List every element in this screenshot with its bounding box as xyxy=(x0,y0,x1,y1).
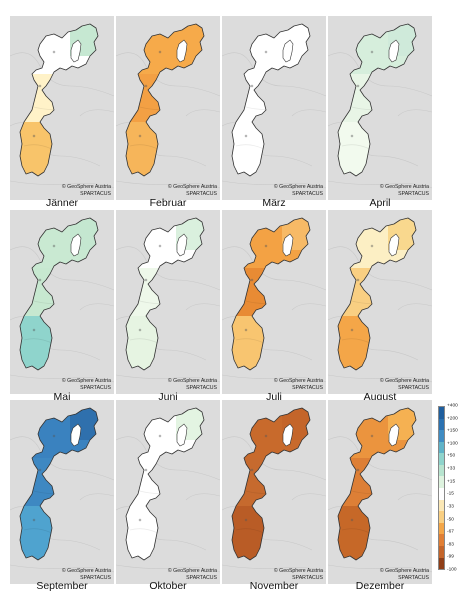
legend-swatch xyxy=(439,557,444,570)
legend-tick-label: +150 xyxy=(447,428,458,434)
color-legend: +400 +200 +150 +100 +50 +33 +15 -15 -33 -50 -67 -83… xyxy=(438,398,464,576)
month-label: Februar xyxy=(149,197,187,209)
legend-tick-label: -99 xyxy=(447,554,454,560)
month-label: April xyxy=(369,197,391,209)
credit-source: SPARTACUS xyxy=(398,191,429,197)
month-label: September xyxy=(36,580,88,592)
region-map xyxy=(222,210,326,394)
legend-tick-label: -15 xyxy=(447,491,454,497)
map-panel: © GeoSphere Austria SPARTACUS xyxy=(222,400,326,584)
credit-text: © GeoSphere Austria xyxy=(167,378,217,384)
map-panel: © GeoSphere Austria SPARTACUS xyxy=(222,16,326,200)
region-map xyxy=(116,16,220,200)
region-map xyxy=(116,210,220,394)
map-panel: © GeoSphere Austria SPARTACUS xyxy=(116,210,220,394)
map-panel: © GeoSphere Austria SPARTACUS xyxy=(328,210,432,394)
month-label: Oktober xyxy=(149,580,187,592)
legend-swatch xyxy=(439,407,444,419)
credit-text: © GeoSphere Austria xyxy=(379,184,429,190)
credit-source: SPARTACUS xyxy=(80,385,111,391)
legend-swatch xyxy=(439,476,444,489)
region-map xyxy=(328,400,432,584)
credit-source: SPARTACUS xyxy=(186,385,217,391)
legend-swatch xyxy=(439,418,444,431)
region-map xyxy=(116,400,220,584)
credit-source: SPARTACUS xyxy=(398,575,429,581)
region-map xyxy=(10,400,114,584)
legend-swatch xyxy=(439,522,444,535)
map-panel: © GeoSphere Austria SPARTACUS xyxy=(10,400,114,584)
month-label: März xyxy=(262,197,286,209)
credit-text: © GeoSphere Austria xyxy=(61,568,111,574)
legend-tick-label: +15 xyxy=(447,479,456,485)
credit-text: © GeoSphere Austria xyxy=(61,184,111,190)
region-map xyxy=(328,210,432,394)
credit-text: © GeoSphere Austria xyxy=(379,378,429,384)
region-map xyxy=(222,16,326,200)
credit-source: SPARTACUS xyxy=(292,385,323,391)
region-map xyxy=(222,400,326,584)
map-panel: © GeoSphere Austria SPARTACUS xyxy=(10,210,114,394)
map-panel: © GeoSphere Austria SPARTACUS xyxy=(328,16,432,200)
legend-swatch xyxy=(439,499,444,512)
credit-text: © GeoSphere Austria xyxy=(167,568,217,574)
credit-source: SPARTACUS xyxy=(80,191,111,197)
legend-tick-label: +100 xyxy=(447,441,458,447)
legend-swatch xyxy=(439,534,444,546)
legend-swatch xyxy=(439,453,444,465)
month-label: November xyxy=(249,580,299,592)
credit-source: SPARTACUS xyxy=(186,575,217,581)
map-panel: © GeoSphere Austria SPARTACUS xyxy=(116,400,220,584)
legend-swatch xyxy=(439,511,444,523)
credit-text: © GeoSphere Austria xyxy=(61,378,111,384)
legend-swatch xyxy=(439,464,444,477)
credit-text: © GeoSphere Austria xyxy=(273,568,323,574)
legend-swatch xyxy=(439,488,444,500)
credit-text: © GeoSphere Austria xyxy=(379,568,429,574)
legend-swatch xyxy=(439,430,444,442)
map-panel: © GeoSphere Austria SPARTACUS xyxy=(116,16,220,200)
month-label: Dezember xyxy=(355,580,405,592)
legend-tick-label: +400 xyxy=(447,403,458,409)
credit-text: © GeoSphere Austria xyxy=(273,378,323,384)
region-map xyxy=(328,16,432,200)
legend-tick-label: +33 xyxy=(447,466,456,472)
legend-tick-label: -83 xyxy=(447,542,454,548)
legend-swatch xyxy=(439,545,444,558)
legend-tick-label: -33 xyxy=(447,504,454,510)
map-panel: © GeoSphere Austria SPARTACUS xyxy=(222,210,326,394)
legend-tick-label: -100 xyxy=(447,567,457,573)
credit-source: SPARTACUS xyxy=(292,575,323,581)
credit-text: © GeoSphere Austria xyxy=(167,184,217,190)
map-panel: © GeoSphere Austria SPARTACUS xyxy=(328,400,432,584)
credit-text: © GeoSphere Austria xyxy=(273,184,323,190)
credit-source: SPARTACUS xyxy=(186,191,217,197)
month-label: Jänner xyxy=(45,197,79,209)
credit-source: SPARTACUS xyxy=(398,385,429,391)
credit-source: SPARTACUS xyxy=(80,575,111,581)
legend-tick-label: +50 xyxy=(447,453,456,459)
region-map xyxy=(10,210,114,394)
legend-swatch xyxy=(439,441,444,454)
region-map xyxy=(10,16,114,200)
map-panel: © GeoSphere Austria SPARTACUS xyxy=(10,16,114,200)
legend-tick-label: -50 xyxy=(447,517,454,523)
legend-tick-label: +200 xyxy=(447,416,458,422)
legend-tick-label: -67 xyxy=(447,529,454,535)
credit-source: SPARTACUS xyxy=(292,191,323,197)
legend-color-bar xyxy=(438,406,445,570)
